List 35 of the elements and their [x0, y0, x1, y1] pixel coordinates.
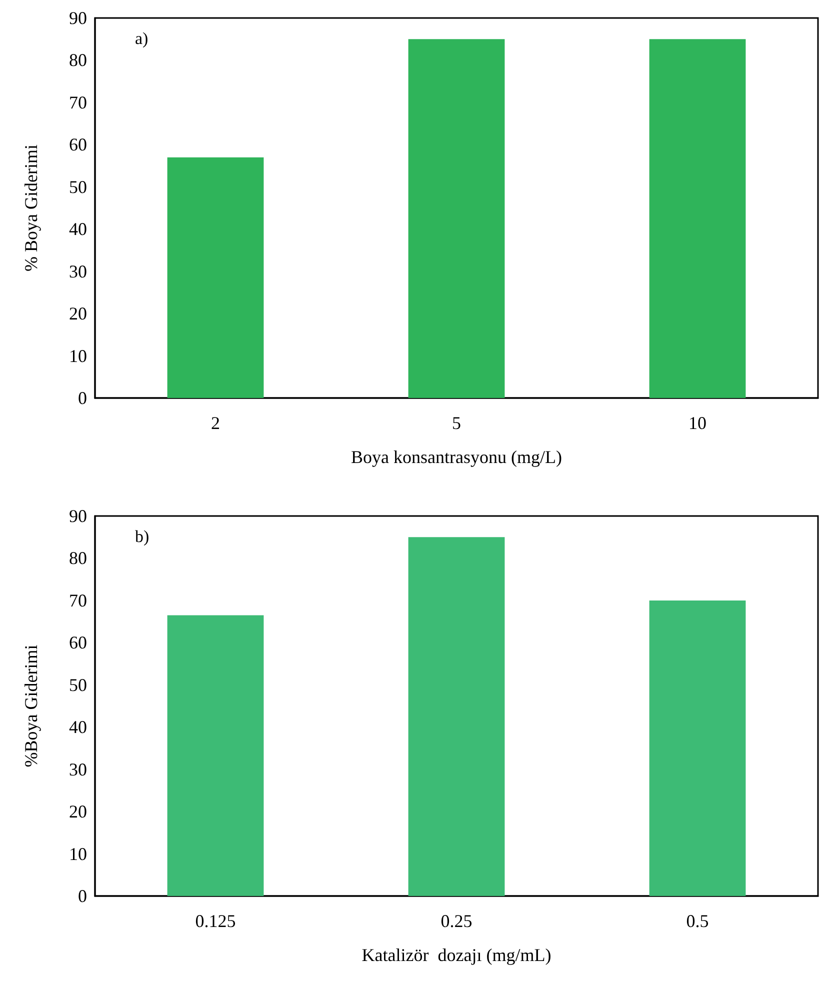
y-tick-label: 20 [69, 304, 87, 324]
y-tick-label: 60 [69, 134, 87, 155]
y-tick-label: 70 [69, 590, 87, 610]
y-tick-label: 30 [69, 759, 87, 780]
y-tick-label: 0 [78, 388, 87, 408]
x-tick-label: 2 [211, 413, 220, 433]
y-tick-label: 70 [69, 92, 87, 112]
x-tick-label: 10 [688, 413, 706, 433]
y-tick-label: 80 [69, 50, 87, 70]
x-tick-label: 5 [452, 413, 461, 433]
bar [408, 537, 505, 896]
x-tick-label: 0.5 [686, 911, 709, 931]
bar [167, 615, 264, 896]
annotation: b) [135, 527, 150, 546]
y-tick-label: 90 [69, 506, 87, 526]
y-tick-label: 0 [78, 886, 87, 906]
y-tick-label: 60 [69, 632, 87, 653]
y-axis-title: % Boya Giderimi [21, 144, 41, 272]
bar [649, 600, 746, 896]
y-tick-label: 20 [69, 802, 87, 822]
x-axis-title: Boya konsantrasyonu (mg/L) [351, 447, 562, 467]
y-tick-label: 40 [69, 717, 87, 738]
x-axis-title: Katalizör dozajı (mg/mL) [362, 945, 552, 965]
y-tick-label: 40 [69, 219, 87, 240]
x-tick-label: 0.125 [195, 911, 236, 931]
y-tick-label: 50 [69, 674, 87, 695]
y-tick-label: 80 [69, 548, 87, 568]
annotation: a) [135, 29, 148, 48]
y-tick-label: 10 [69, 844, 87, 864]
y-tick-label: 50 [69, 176, 87, 197]
y-tick-label: 10 [69, 346, 87, 366]
y-tick-label: 90 [69, 8, 87, 28]
x-tick-label: 0.25 [440, 911, 472, 931]
y-tick-label: 30 [69, 261, 87, 282]
y-axis-title: %Boya Giderimi [21, 644, 41, 768]
